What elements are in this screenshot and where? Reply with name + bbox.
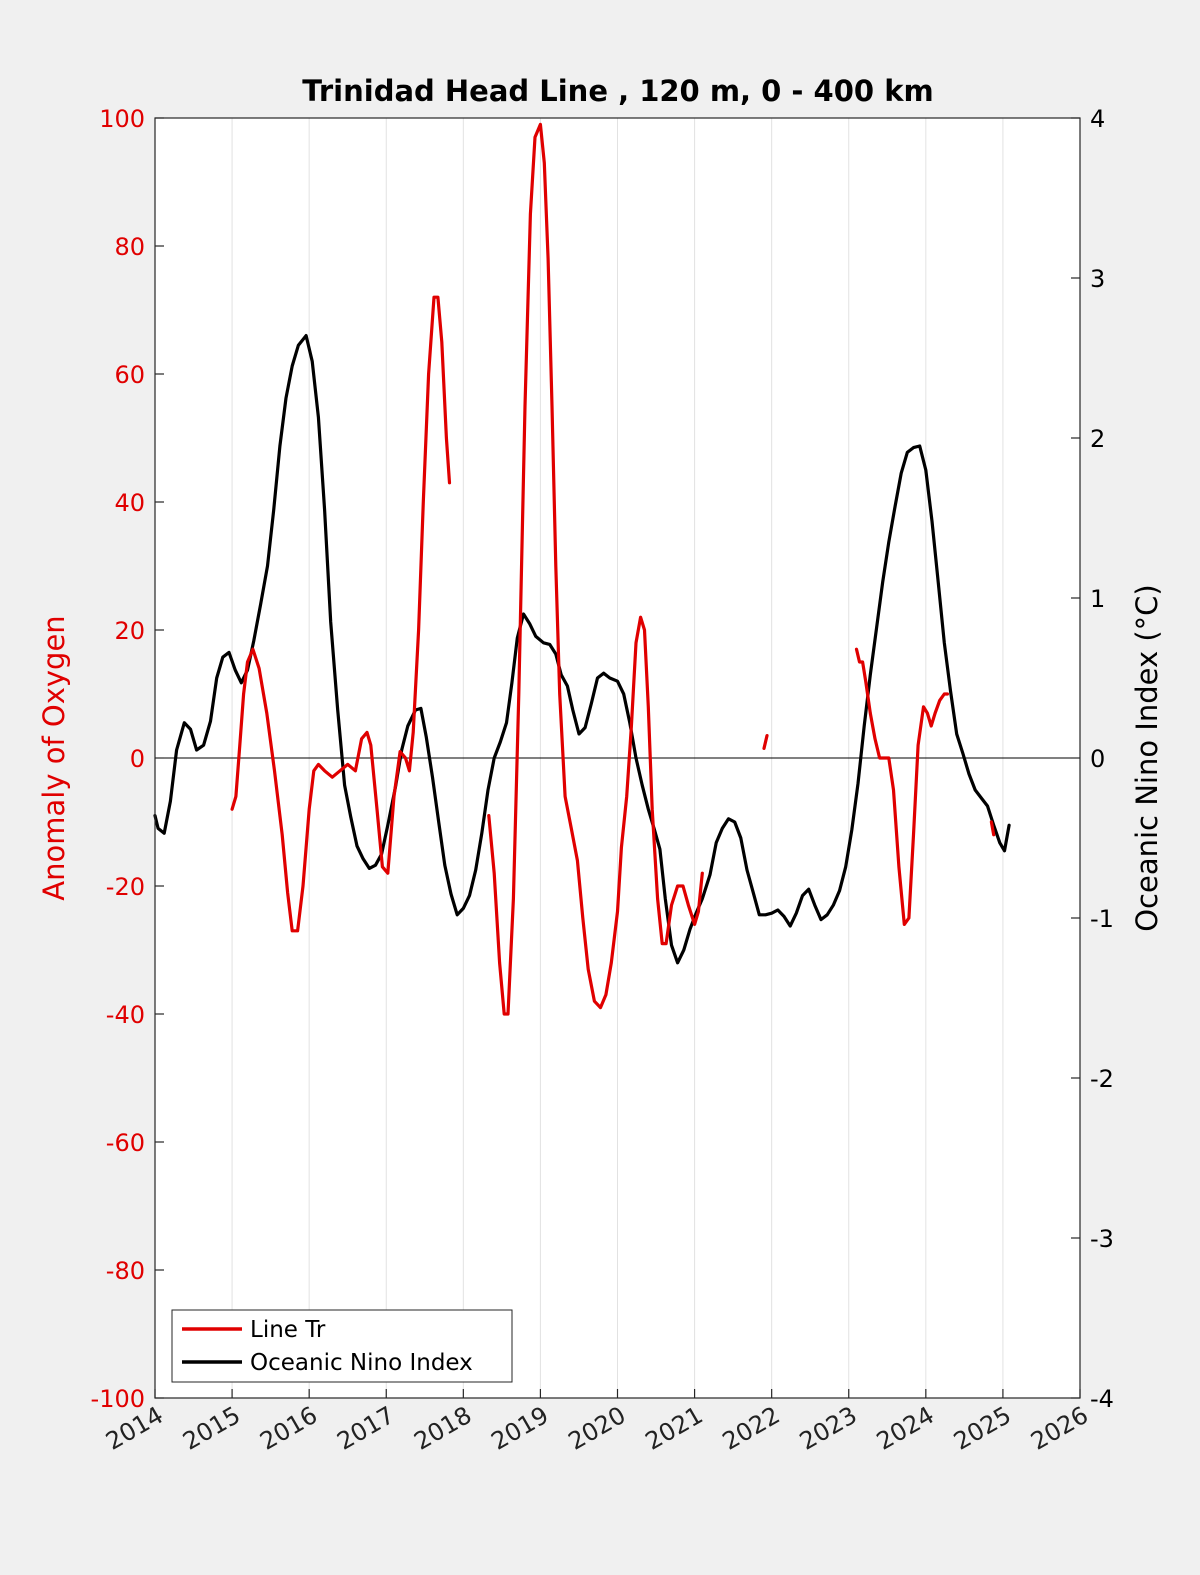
y-left-tick-label: 80 bbox=[114, 233, 145, 261]
y-right-tick-label: -3 bbox=[1090, 1225, 1114, 1253]
y-left-tick-label: -80 bbox=[106, 1257, 145, 1285]
series-line-oxygen-segment bbox=[989, 820, 996, 837]
series-line-oxygen-segment bbox=[230, 295, 452, 933]
series-line-oxygen-segment bbox=[854, 647, 949, 926]
y-left-tick-label: -60 bbox=[106, 1129, 145, 1157]
y-left-tick-label: 40 bbox=[114, 489, 145, 517]
series-line-oxygen-segment bbox=[762, 734, 769, 750]
legend-label-oxygen: Line Tr bbox=[250, 1317, 326, 1343]
y-right-tick-label: 0 bbox=[1090, 745, 1105, 773]
series-line-oxygen-segment bbox=[487, 122, 704, 1016]
y-axis-right: 4 3 2 1 0 -1 -2 -3 -4 bbox=[1071, 105, 1114, 1413]
legend-box bbox=[171, 1309, 513, 1383]
legend-label-oni: Oceanic Nino Index bbox=[250, 1350, 473, 1376]
y-right-tick-label: -4 bbox=[1090, 1385, 1114, 1413]
y-right-tick-label: 3 bbox=[1090, 265, 1105, 293]
legend: Line Tr Oceanic Nino Index bbox=[171, 1309, 513, 1383]
chart-title: Trinidad Head Line , 120 m, 0 - 400 km bbox=[302, 74, 933, 108]
y-right-tick-label: -2 bbox=[1090, 1065, 1114, 1093]
y-left-tick-label: 60 bbox=[114, 361, 145, 389]
series-line-oceanic-nino-index bbox=[153, 334, 1011, 965]
y-axis-left: 100 80 60 40 20 0 -20 -40 -60 -80 -100 bbox=[91, 105, 164, 1413]
y-right-tick-label: 4 bbox=[1090, 105, 1105, 133]
series-layer bbox=[153, 122, 1011, 1016]
y-right-tick-label: 2 bbox=[1090, 425, 1105, 453]
y-axis-right-label: Oceanic Nino Index (°C) bbox=[1130, 584, 1164, 932]
y-axis-left-label: Anomaly of Oxygen bbox=[37, 615, 71, 900]
y-left-tick-label: 0 bbox=[130, 745, 145, 773]
y-left-tick-label: -100 bbox=[91, 1385, 145, 1413]
y-left-tick-label: -20 bbox=[106, 873, 145, 901]
y-left-tick-label: -40 bbox=[106, 1001, 145, 1029]
y-right-tick-label: -1 bbox=[1090, 905, 1114, 933]
y-left-tick-label: 100 bbox=[99, 105, 145, 133]
y-right-tick-label: 1 bbox=[1090, 585, 1105, 613]
y-left-tick-label: 20 bbox=[114, 617, 145, 645]
